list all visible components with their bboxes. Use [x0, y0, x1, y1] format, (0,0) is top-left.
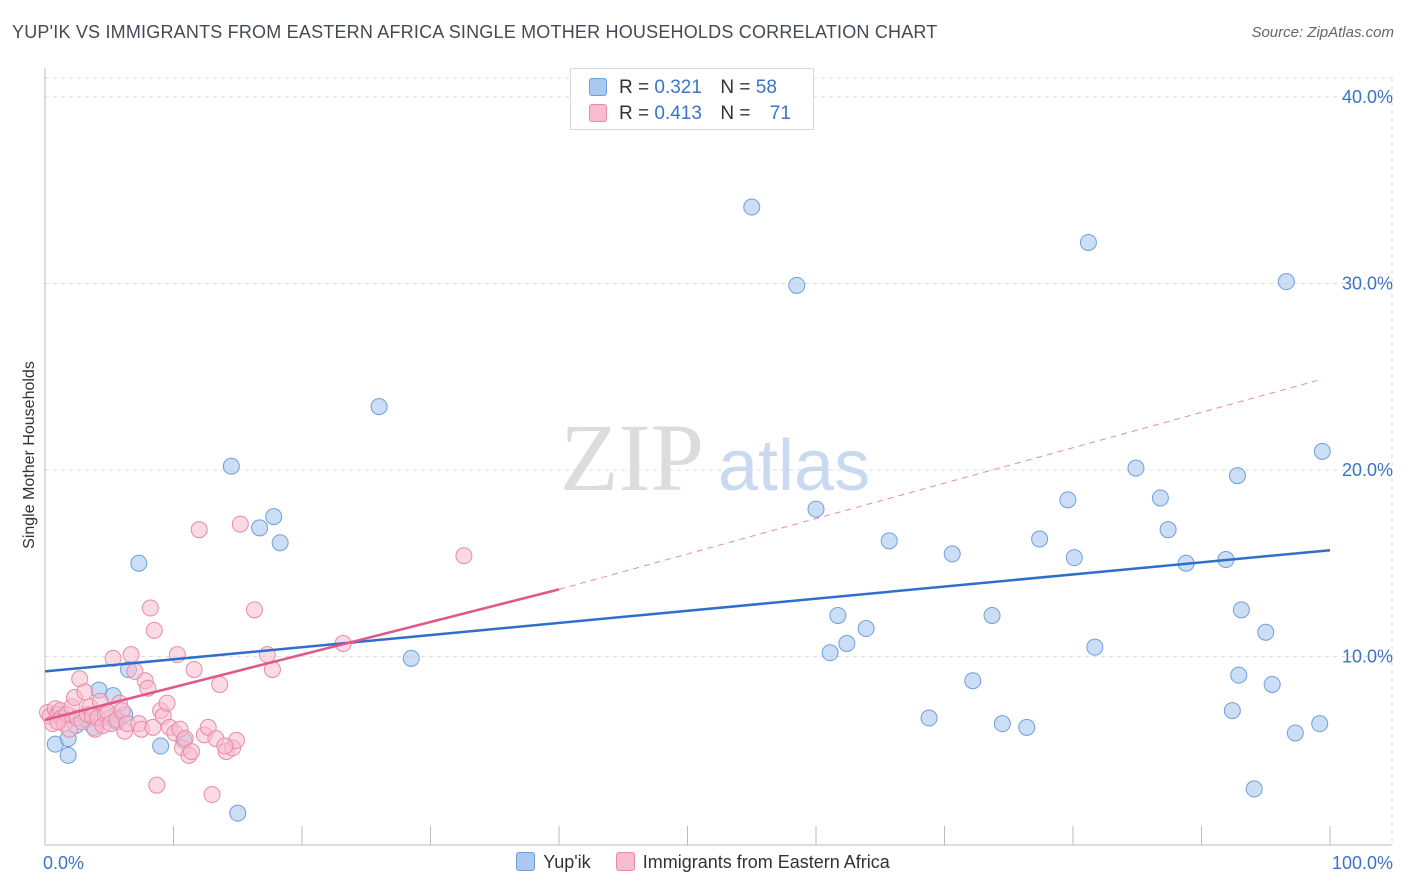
y-tick-label: 10.0% — [1342, 647, 1393, 667]
eastern-africa-point — [148, 776, 166, 794]
yupik-point — [964, 672, 982, 690]
yupik-point — [1223, 702, 1241, 720]
yupik-point — [1018, 718, 1036, 736]
eastern-africa-point — [216, 737, 234, 755]
yupik-point — [838, 634, 856, 652]
series-eastern-africa-points — [39, 515, 473, 804]
watermark: ZIP atlas — [560, 404, 870, 511]
legend-r-label: R = — [619, 103, 655, 124]
y-tick-label: 20.0% — [1342, 460, 1393, 480]
trend-lines — [44, 379, 1331, 722]
yupik-point — [152, 737, 170, 755]
eastern-africa-point — [211, 675, 229, 693]
legend-n-label: N = — [720, 77, 756, 98]
x-tick-label: 0.0% — [43, 853, 84, 873]
yupik-point — [1286, 724, 1304, 742]
series-legend: Yup'ik Immigrants from Eastern Africa — [0, 852, 1406, 873]
yupik-point — [222, 457, 240, 475]
y-tick-label: 30.0% — [1342, 274, 1393, 294]
yupik-point — [1277, 273, 1295, 291]
legend-n-label: N = — [720, 103, 756, 124]
legend-swatch-blue — [516, 852, 536, 871]
yupik-trend-line — [44, 548, 1331, 673]
eastern-africa-point — [141, 599, 159, 617]
yupik-point — [229, 804, 247, 822]
yupik-point — [983, 606, 1001, 624]
yupik-point — [1151, 489, 1169, 507]
yupik-point — [920, 709, 938, 727]
eastern-africa-point — [231, 515, 249, 533]
watermark-atlas: atlas — [718, 426, 870, 506]
source-label: Source: ZipAtlas.com — [1251, 24, 1394, 41]
yupik-point — [130, 554, 148, 572]
eastern-africa-point — [144, 718, 162, 736]
watermark-zip: ZIP — [560, 404, 704, 511]
legend-label-eastern-africa: Immigrants from Eastern Africa — [642, 852, 890, 872]
legend-row-eastern-africa: R = 0.413 N = 71 — [589, 103, 791, 127]
legend-item-yupik[interactable]: Yup'ik — [516, 852, 591, 873]
x-tick-label: 100.0% — [1332, 853, 1393, 873]
legend-label-yupik: Yup'ik — [543, 852, 591, 872]
eastern-africa-point — [145, 621, 163, 639]
yupik-point — [251, 519, 269, 537]
eastern-africa-point — [190, 521, 208, 539]
yupik-point — [1245, 780, 1263, 798]
yupik-point — [1263, 675, 1281, 693]
legend-r-value: 0.413 — [654, 103, 702, 124]
yupik-point — [1031, 530, 1049, 548]
yupik-point — [829, 606, 847, 624]
yupik-point — [265, 508, 283, 526]
yupik-point — [370, 398, 388, 416]
yupik-point — [1159, 521, 1177, 539]
legend-n-value: 58 — [755, 77, 777, 98]
legend-swatch-pink — [589, 104, 607, 122]
yupik-point — [1079, 233, 1097, 251]
chart-title: YUP'IK VS IMMIGRANTS FROM EASTERN AFRICA… — [12, 22, 938, 42]
yupik-point — [743, 198, 761, 216]
yupik-point — [807, 500, 825, 518]
yupik-point — [1232, 601, 1250, 619]
yupik-point — [402, 649, 420, 667]
tick-labels: 10.0% 20.0% 30.0% 40.0% 0.0% 100.0% — [43, 87, 1393, 873]
eastern-africa-point — [455, 547, 473, 565]
legend-r-label: R = — [619, 77, 655, 98]
legend-swatch-blue — [589, 78, 607, 96]
yupik-point — [880, 532, 898, 550]
legend-swatch-pink — [615, 852, 635, 871]
yupik-point — [993, 715, 1011, 733]
eastern-africa-point — [185, 661, 203, 679]
yupik-point — [857, 620, 875, 638]
yupik-point — [821, 644, 839, 662]
yupik-point — [1313, 442, 1331, 460]
eastern-africa-point — [158, 694, 176, 712]
yupik-point — [271, 534, 289, 552]
yupik-point — [943, 545, 961, 563]
yupik-point — [1228, 467, 1246, 485]
eastern-africa-point — [182, 743, 200, 761]
correlation-legend: R = 0.321 N = 58 R = 0.413 N = 71 — [570, 68, 814, 130]
legend-n-value: 71 — [769, 103, 791, 124]
legend-item-eastern-africa[interactable]: Immigrants from Eastern Africa — [615, 852, 890, 873]
yupik-point — [1127, 459, 1145, 477]
yupik-point — [1230, 666, 1248, 684]
yupik-point — [1311, 715, 1329, 733]
legend-row-yupik: R = 0.321 N = 58 — [589, 77, 777, 101]
yupik-point — [1059, 491, 1077, 509]
eastern-africa-point — [104, 649, 122, 667]
yupik-point — [59, 746, 77, 764]
yupik-point — [788, 276, 806, 294]
eastern-africa-point — [245, 601, 263, 619]
yupik-point — [1065, 549, 1083, 567]
eastern-africa-point — [76, 683, 94, 701]
yupik-point — [1086, 638, 1104, 656]
eastern-africa-trend-line — [44, 588, 560, 722]
eastern-africa-point — [122, 646, 140, 664]
eastern-africa-point — [203, 786, 221, 804]
y-tick-label: 40.0% — [1342, 87, 1393, 107]
yupik-point — [1257, 623, 1275, 641]
legend-r-value: 0.321 — [654, 77, 702, 98]
